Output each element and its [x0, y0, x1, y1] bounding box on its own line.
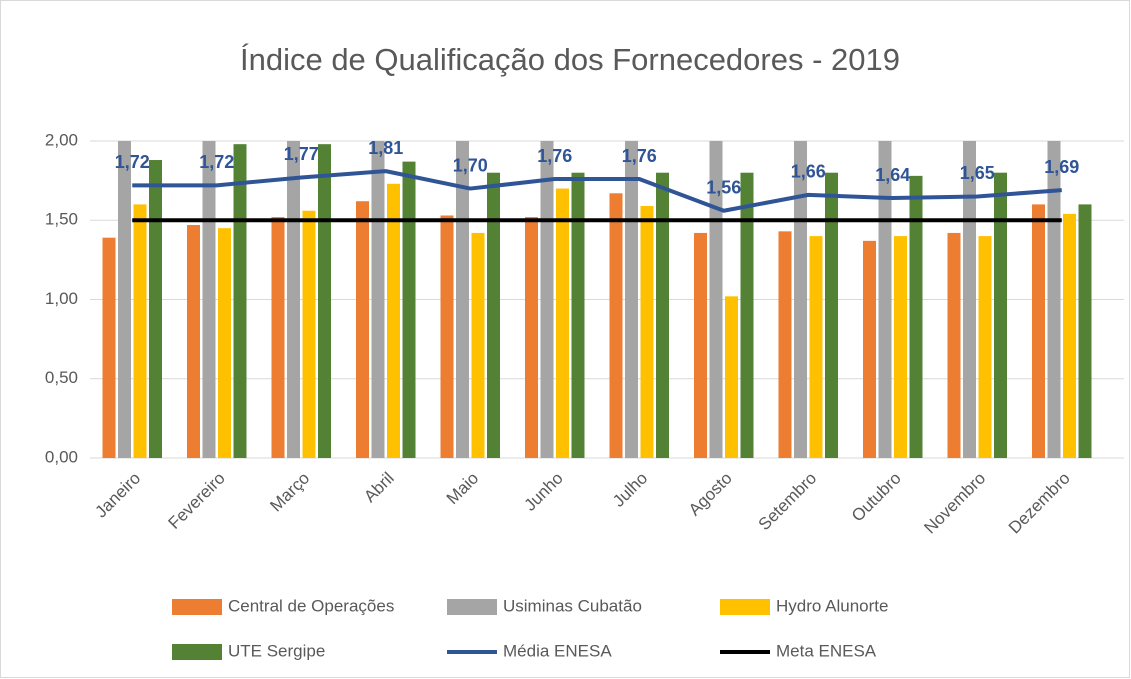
- y-tick-label: 0,00: [45, 447, 78, 466]
- bar: [187, 225, 200, 458]
- legend-label: Usiminas Cubatão: [503, 596, 642, 615]
- bar: [371, 141, 385, 458]
- bar: [525, 217, 538, 458]
- bar: [1063, 213, 1076, 458]
- legend-label: Hydro Alunorte: [776, 596, 888, 615]
- bar: [149, 160, 162, 458]
- data-label: 1,76: [537, 146, 572, 166]
- legend-swatch: [447, 599, 497, 615]
- data-label: 1,64: [875, 165, 910, 185]
- bar: [1078, 204, 1092, 458]
- data-label: 1,56: [706, 177, 741, 197]
- bar: [302, 210, 316, 458]
- bar: [994, 172, 1007, 458]
- bar: [218, 228, 231, 458]
- bar: [963, 141, 976, 458]
- bar: [809, 236, 823, 458]
- data-label: 1,77: [284, 144, 319, 164]
- bar: [625, 141, 638, 458]
- bar: [402, 161, 416, 459]
- legend-label: UTE Sergipe: [228, 641, 325, 660]
- bar: [794, 141, 807, 458]
- bar: [694, 232, 707, 458]
- bar: [540, 141, 554, 458]
- y-tick-label: 2,00: [45, 130, 78, 149]
- legend-swatch: [172, 599, 222, 615]
- legend-label: Meta ENESA: [776, 641, 877, 660]
- y-tick-label: 1,00: [45, 289, 78, 308]
- bar: [825, 172, 838, 458]
- data-label: 1,81: [368, 138, 403, 158]
- bar: [656, 172, 669, 458]
- bar: [287, 141, 300, 458]
- bar: [440, 215, 454, 458]
- bar: [894, 236, 907, 458]
- data-label: 1,65: [960, 163, 995, 183]
- data-label: 1,76: [622, 146, 657, 166]
- chart-title: Índice de Qualificação dos Fornecedores …: [240, 42, 900, 77]
- bar: [778, 231, 792, 458]
- plot-area: [102, 141, 1092, 459]
- legend-label: Central de Operações: [228, 596, 394, 615]
- legend-swatch: [720, 599, 770, 615]
- bar: [640, 205, 654, 458]
- bar: [387, 183, 400, 459]
- data-label: 1,70: [453, 155, 488, 175]
- legend-swatch: [172, 644, 222, 660]
- bar: [202, 141, 216, 458]
- bar: [233, 144, 247, 459]
- bar: [863, 240, 876, 458]
- bar: [571, 172, 585, 458]
- bar: [356, 201, 369, 459]
- y-tick-label: 0,50: [45, 368, 78, 387]
- bar: [609, 193, 623, 458]
- bar: [133, 204, 147, 458]
- data-label: 1,69: [1044, 157, 1079, 177]
- legend-label: Média ENESA: [503, 641, 612, 660]
- data-label: 1,72: [199, 152, 234, 172]
- bar: [487, 172, 500, 458]
- line-series: [132, 169, 1062, 213]
- bar: [947, 232, 961, 458]
- y-tick-label: 1,50: [45, 210, 78, 229]
- bar: [271, 217, 285, 458]
- data-label: 1,72: [115, 152, 150, 172]
- bar: [556, 188, 569, 459]
- bar: [318, 144, 331, 459]
- bar: [740, 172, 754, 458]
- bar: [471, 232, 485, 458]
- bar: [725, 296, 738, 458]
- bar: [909, 175, 923, 458]
- bar: [978, 236, 992, 458]
- bar: [878, 141, 892, 458]
- data-label: 1,66: [791, 162, 826, 182]
- bar: [1032, 204, 1045, 458]
- bar: [118, 141, 131, 458]
- bar: [102, 237, 116, 458]
